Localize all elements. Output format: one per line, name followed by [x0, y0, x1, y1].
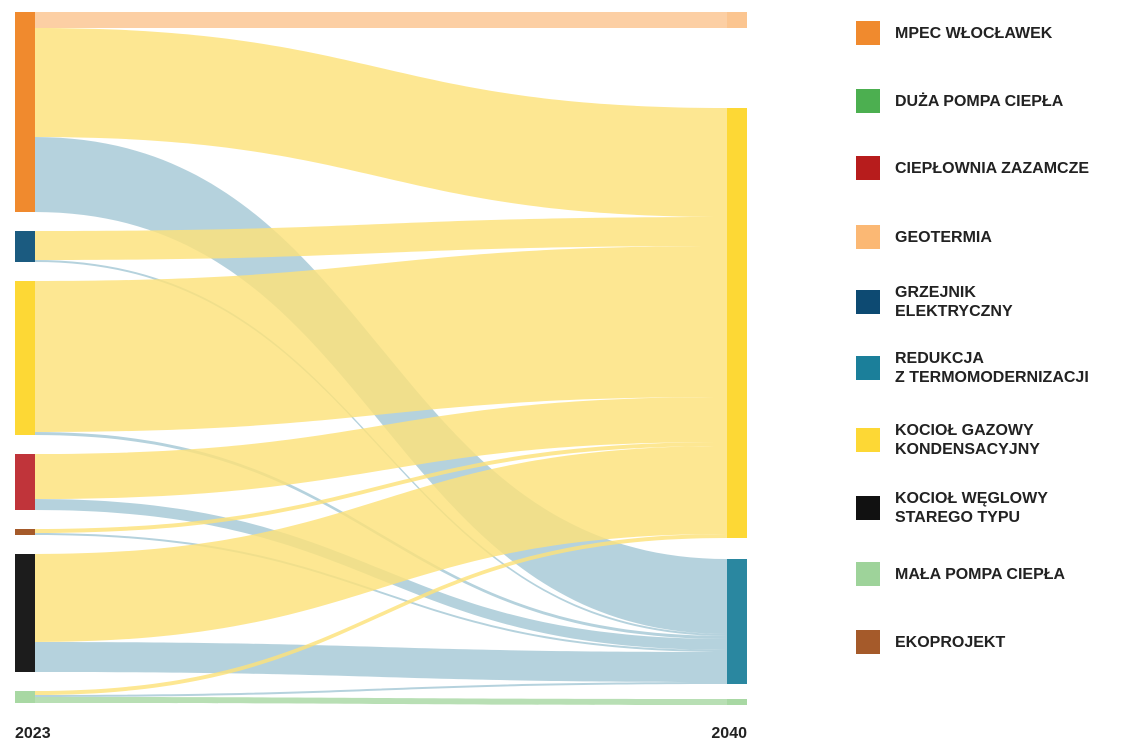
legend-swatch	[856, 356, 880, 380]
legend-swatch	[856, 156, 880, 180]
legend-item: DUŻA POMPA CIEPŁA	[856, 81, 1063, 121]
legend-item: GRZEJNIK ELEKTRYCZNY	[856, 282, 1013, 322]
link	[35, 534, 727, 695]
node	[15, 231, 35, 262]
link	[35, 12, 727, 28]
legend-label: MAŁA POMPA CIEPŁA	[895, 565, 1066, 583]
link	[35, 28, 727, 217]
node	[15, 12, 35, 212]
legend-item: KOCIOŁ GAZOWY KONDENSACYJNY	[856, 420, 1040, 460]
node	[727, 559, 747, 684]
legend-item: REDUKCJA Z TERMOMODERNIZACJI	[856, 348, 1089, 388]
link	[35, 397, 727, 499]
node	[15, 454, 35, 510]
legend-label: DUŻA POMPA CIEPŁA	[895, 92, 1064, 110]
link	[35, 682, 727, 697]
legend-item: EKOPROJEKT	[856, 622, 1005, 662]
node	[15, 691, 35, 703]
legend-swatch	[856, 290, 880, 314]
link	[35, 246, 727, 432]
legend-swatch	[856, 428, 880, 452]
link	[35, 442, 727, 533]
legend-label: EKOPROJEKT	[895, 633, 1006, 651]
link	[35, 697, 727, 705]
legend-item: MPEC WŁOCŁAWEK	[856, 13, 1052, 53]
link	[35, 533, 727, 652]
legend-label: MPEC WŁOCŁAWEK	[895, 24, 1053, 42]
legend-swatch	[856, 89, 880, 113]
legend-label: CIEPŁOWNIA ZAZAMCZE	[895, 159, 1090, 177]
legend-label: KOCIOŁ GAZOWY KONDENSACYJNY	[895, 422, 1040, 458]
legend-swatch	[856, 630, 880, 654]
legend-swatch	[856, 225, 880, 249]
legend-label: REDUKCJA Z TERMOMODERNIZACJI	[895, 350, 1089, 386]
node	[15, 281, 35, 435]
link	[35, 217, 727, 260]
sankey-chart: 2023 2040	[15, 12, 747, 742]
column-label: 2023	[15, 725, 51, 742]
node	[727, 108, 747, 538]
node	[727, 12, 747, 28]
legend-label: GEOTERMIA	[895, 228, 992, 246]
legend-swatch	[856, 562, 880, 586]
legend-label: GRZEJNIK ELEKTRYCZNY	[895, 284, 1013, 320]
legend-item: GEOTERMIA	[856, 217, 992, 257]
legend-swatch	[856, 496, 880, 520]
node	[15, 554, 35, 672]
link	[35, 446, 727, 642]
legend-label: KOCIOŁ WĘGLOWY STAREGO TYPU	[895, 490, 1048, 526]
nodes	[15, 12, 747, 705]
legend-item: CIEPŁOWNIA ZAZAMCZE	[856, 148, 1089, 188]
link	[35, 642, 727, 682]
legend-item: MAŁA POMPA CIEPŁA	[856, 554, 1065, 594]
legend-item: KOCIOŁ WĘGLOWY STAREGO TYPU	[856, 488, 1048, 528]
links	[35, 12, 727, 705]
node	[727, 699, 747, 705]
legend-swatch	[856, 21, 880, 45]
node	[15, 529, 35, 535]
column-label: 2040	[711, 725, 747, 742]
